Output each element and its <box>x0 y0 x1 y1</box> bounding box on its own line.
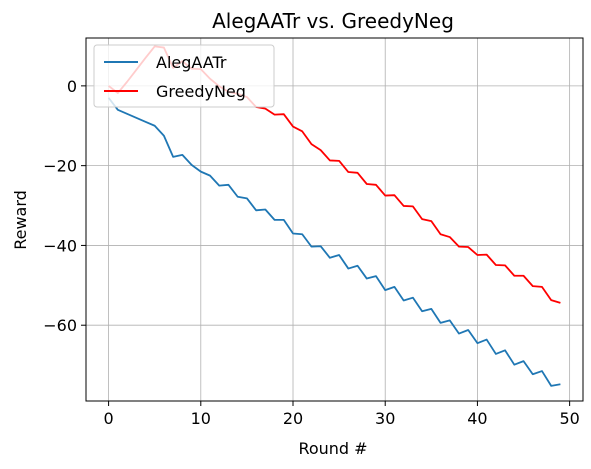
y-tick-label: −60 <box>43 316 77 335</box>
chart-title: AlegAATr vs. GreedyNeg <box>212 9 454 33</box>
y-axis-label: Reward <box>11 190 30 250</box>
y-tick-label: −40 <box>43 236 77 255</box>
grid <box>86 38 583 401</box>
x-tick-label: 10 <box>191 409 211 428</box>
x-tick-label: 0 <box>103 409 113 428</box>
series-line-alegaatr <box>107 97 561 387</box>
x-tick-label: 30 <box>375 409 395 428</box>
legend: AlegAATr GreedyNeg <box>93 44 275 108</box>
y-tick-label: 0 <box>67 77 77 96</box>
x-axis-label: Round # <box>298 439 367 458</box>
x-tick-label: 40 <box>467 409 487 428</box>
legend-label-alegaatr: AlegAATr <box>156 53 227 72</box>
plot-frame <box>85 37 584 402</box>
legend-label-greedyneg: GreedyNeg <box>156 82 246 101</box>
x-tick-label: 20 <box>283 409 303 428</box>
ticks: 0 10 20 30 40 50 −60 −40 −20 0 <box>43 77 580 428</box>
x-tick-label: 50 <box>559 409 579 428</box>
y-tick-label: −20 <box>43 157 77 176</box>
legend-box <box>93 44 275 108</box>
